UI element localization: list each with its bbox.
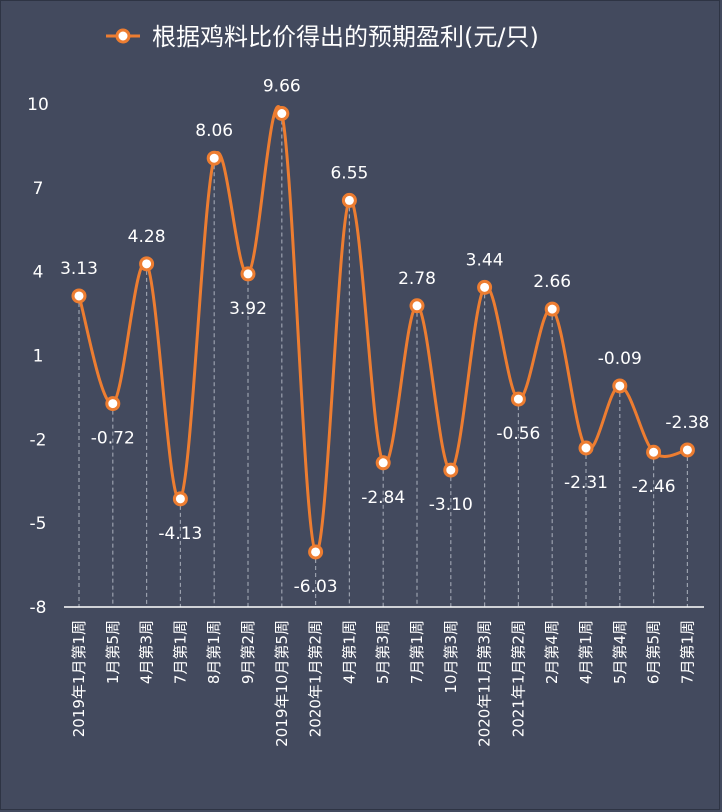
x-tick-label: 6月第5周 (645, 620, 663, 684)
data-label: -0.72 (91, 429, 135, 449)
data-point (646, 444, 662, 460)
x-tick-label: 7月第1周 (408, 620, 426, 684)
data-label: 4.28 (128, 227, 166, 247)
x-tick-label: 5月第3周 (374, 620, 392, 684)
data-point (612, 378, 628, 394)
data-point (308, 544, 324, 560)
data-point (139, 256, 155, 272)
data-label: 3.13 (60, 259, 98, 279)
data-point (105, 396, 121, 412)
data-label: -3.10 (429, 495, 473, 515)
legend-label: 根据鸡料比价得出的预期盈利(元/只) (152, 23, 539, 51)
data-point (510, 391, 526, 407)
data-point (477, 279, 493, 295)
x-tick-label: 2020年1月第2周 (307, 620, 325, 737)
data-point (578, 440, 594, 456)
y-tick-label: -8 (30, 598, 47, 618)
data-label: 6.55 (330, 163, 368, 183)
data-point (409, 298, 425, 314)
data-label: -2.31 (564, 473, 608, 493)
x-tick-label: 7月第1周 (678, 620, 696, 684)
data-label: 3.44 (466, 250, 504, 270)
data-point (71, 288, 87, 304)
data-label: -2.46 (632, 477, 676, 497)
y-tick-label: 7 (33, 179, 44, 199)
data-label: -2.38 (665, 413, 709, 433)
x-tick-label: 4月第1周 (577, 620, 595, 684)
data-label: -0.09 (598, 349, 642, 369)
data-label: 2.66 (533, 272, 571, 292)
y-tick-label: 4 (33, 263, 44, 283)
data-point (240, 266, 256, 282)
x-tick-label: 2019年10月第5周 (273, 620, 291, 747)
data-label: -4.13 (158, 524, 202, 544)
data-point (443, 462, 459, 478)
data-label: 8.06 (195, 121, 233, 141)
x-tick-label: 2021年1月第2周 (509, 620, 527, 737)
x-tick-label: 2019年1月第1周 (70, 620, 88, 737)
legend-marker-icon (115, 28, 131, 44)
x-tick-label: 5月第4周 (611, 620, 629, 684)
data-point (679, 442, 695, 458)
x-tick-label: 8月第1周 (205, 620, 223, 684)
data-label: -0.56 (496, 424, 540, 444)
data-point (206, 150, 222, 166)
data-label: -2.84 (361, 488, 405, 508)
legend: 根据鸡料比价得出的预期盈利(元/只) (106, 23, 539, 51)
data-point (274, 106, 290, 122)
y-tick-label: 10 (27, 95, 49, 115)
x-tick-label: 2月第4周 (543, 620, 561, 684)
x-tick-label: 4月第1周 (340, 620, 358, 684)
x-tick-label: 7月第1周 (171, 620, 189, 684)
data-point (544, 301, 560, 317)
x-tick-label: 9月第2周 (239, 620, 257, 684)
x-tick-label: 4月第3周 (138, 620, 156, 684)
data-point (172, 491, 188, 507)
x-tick-label: 10月第3周 (442, 620, 460, 694)
y-tick-label: -5 (30, 514, 47, 534)
y-tick-label: 1 (33, 347, 44, 367)
y-tick-label: -2 (30, 430, 47, 450)
data-point (375, 455, 391, 471)
data-point (341, 192, 357, 208)
x-tick-label: 1月第5周 (104, 620, 122, 684)
data-label: 3.92 (229, 299, 267, 319)
data-label: 2.78 (398, 269, 436, 289)
x-tick-label: 2020年11月第3周 (476, 620, 494, 747)
data-label: 9.66 (263, 77, 301, 97)
data-label: -6.03 (294, 577, 338, 597)
